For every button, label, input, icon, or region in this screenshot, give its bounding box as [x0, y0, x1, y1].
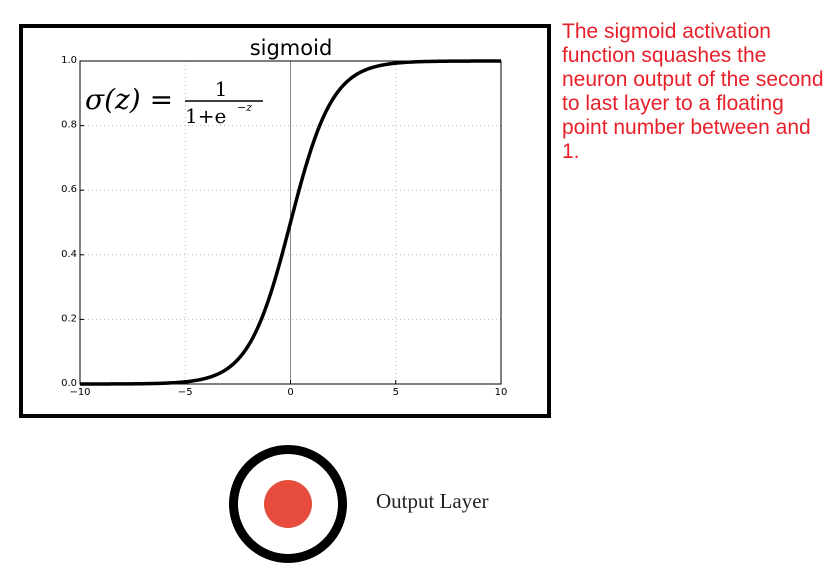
- sigmoid-formula: σ(z) = 1 1+e −z: [85, 77, 263, 128]
- curve-layer: [79, 59, 502, 386]
- x-tick-label: 5: [393, 387, 399, 398]
- y-tick-label: 0.2: [61, 313, 77, 324]
- chart-title: sigmoid: [250, 36, 333, 60]
- sigmoid-chart: −10 −5 0 5 10 0.0 0.2 0.4 0.6 0.8 1.0 sigmoid σ(z)…: [61, 36, 507, 398]
- x-tick-label: −5: [178, 387, 193, 398]
- sigmoid-chart-frame: −10 −5 0 5 10 0.0 0.2 0.4 0.6 0.8 1.0 sigmoid σ(z)…: [19, 24, 551, 418]
- output-layer-label: Output Layer: [376, 489, 489, 513]
- y-tick-label: 0.6: [61, 184, 77, 195]
- formula-denominator: 1+e: [185, 104, 226, 128]
- formula-lhs: σ(z) =: [85, 83, 173, 116]
- sigmoid-curve: [79, 59, 502, 386]
- output-neuron-dot: [264, 480, 312, 528]
- sigmoid-annotation: The sigmoid activation function squashes…: [562, 20, 824, 163]
- y-tick-label: 0.0: [61, 378, 77, 389]
- y-tick-label: 0.4: [61, 249, 77, 260]
- x-tick-label: 10: [495, 387, 508, 398]
- formula-numerator: 1: [215, 77, 228, 101]
- x-tick-label: 0: [287, 387, 293, 398]
- y-tick-label: 0.8: [61, 120, 77, 131]
- formula-exponent: −z: [237, 101, 252, 114]
- tick-layer: −10 −5 0 5 10 0.0 0.2 0.4 0.6 0.8 1.0: [61, 55, 507, 398]
- output-layer-node: [229, 445, 347, 563]
- x-tick-label: −10: [69, 387, 90, 398]
- y-tick-label: 1.0: [61, 55, 77, 66]
